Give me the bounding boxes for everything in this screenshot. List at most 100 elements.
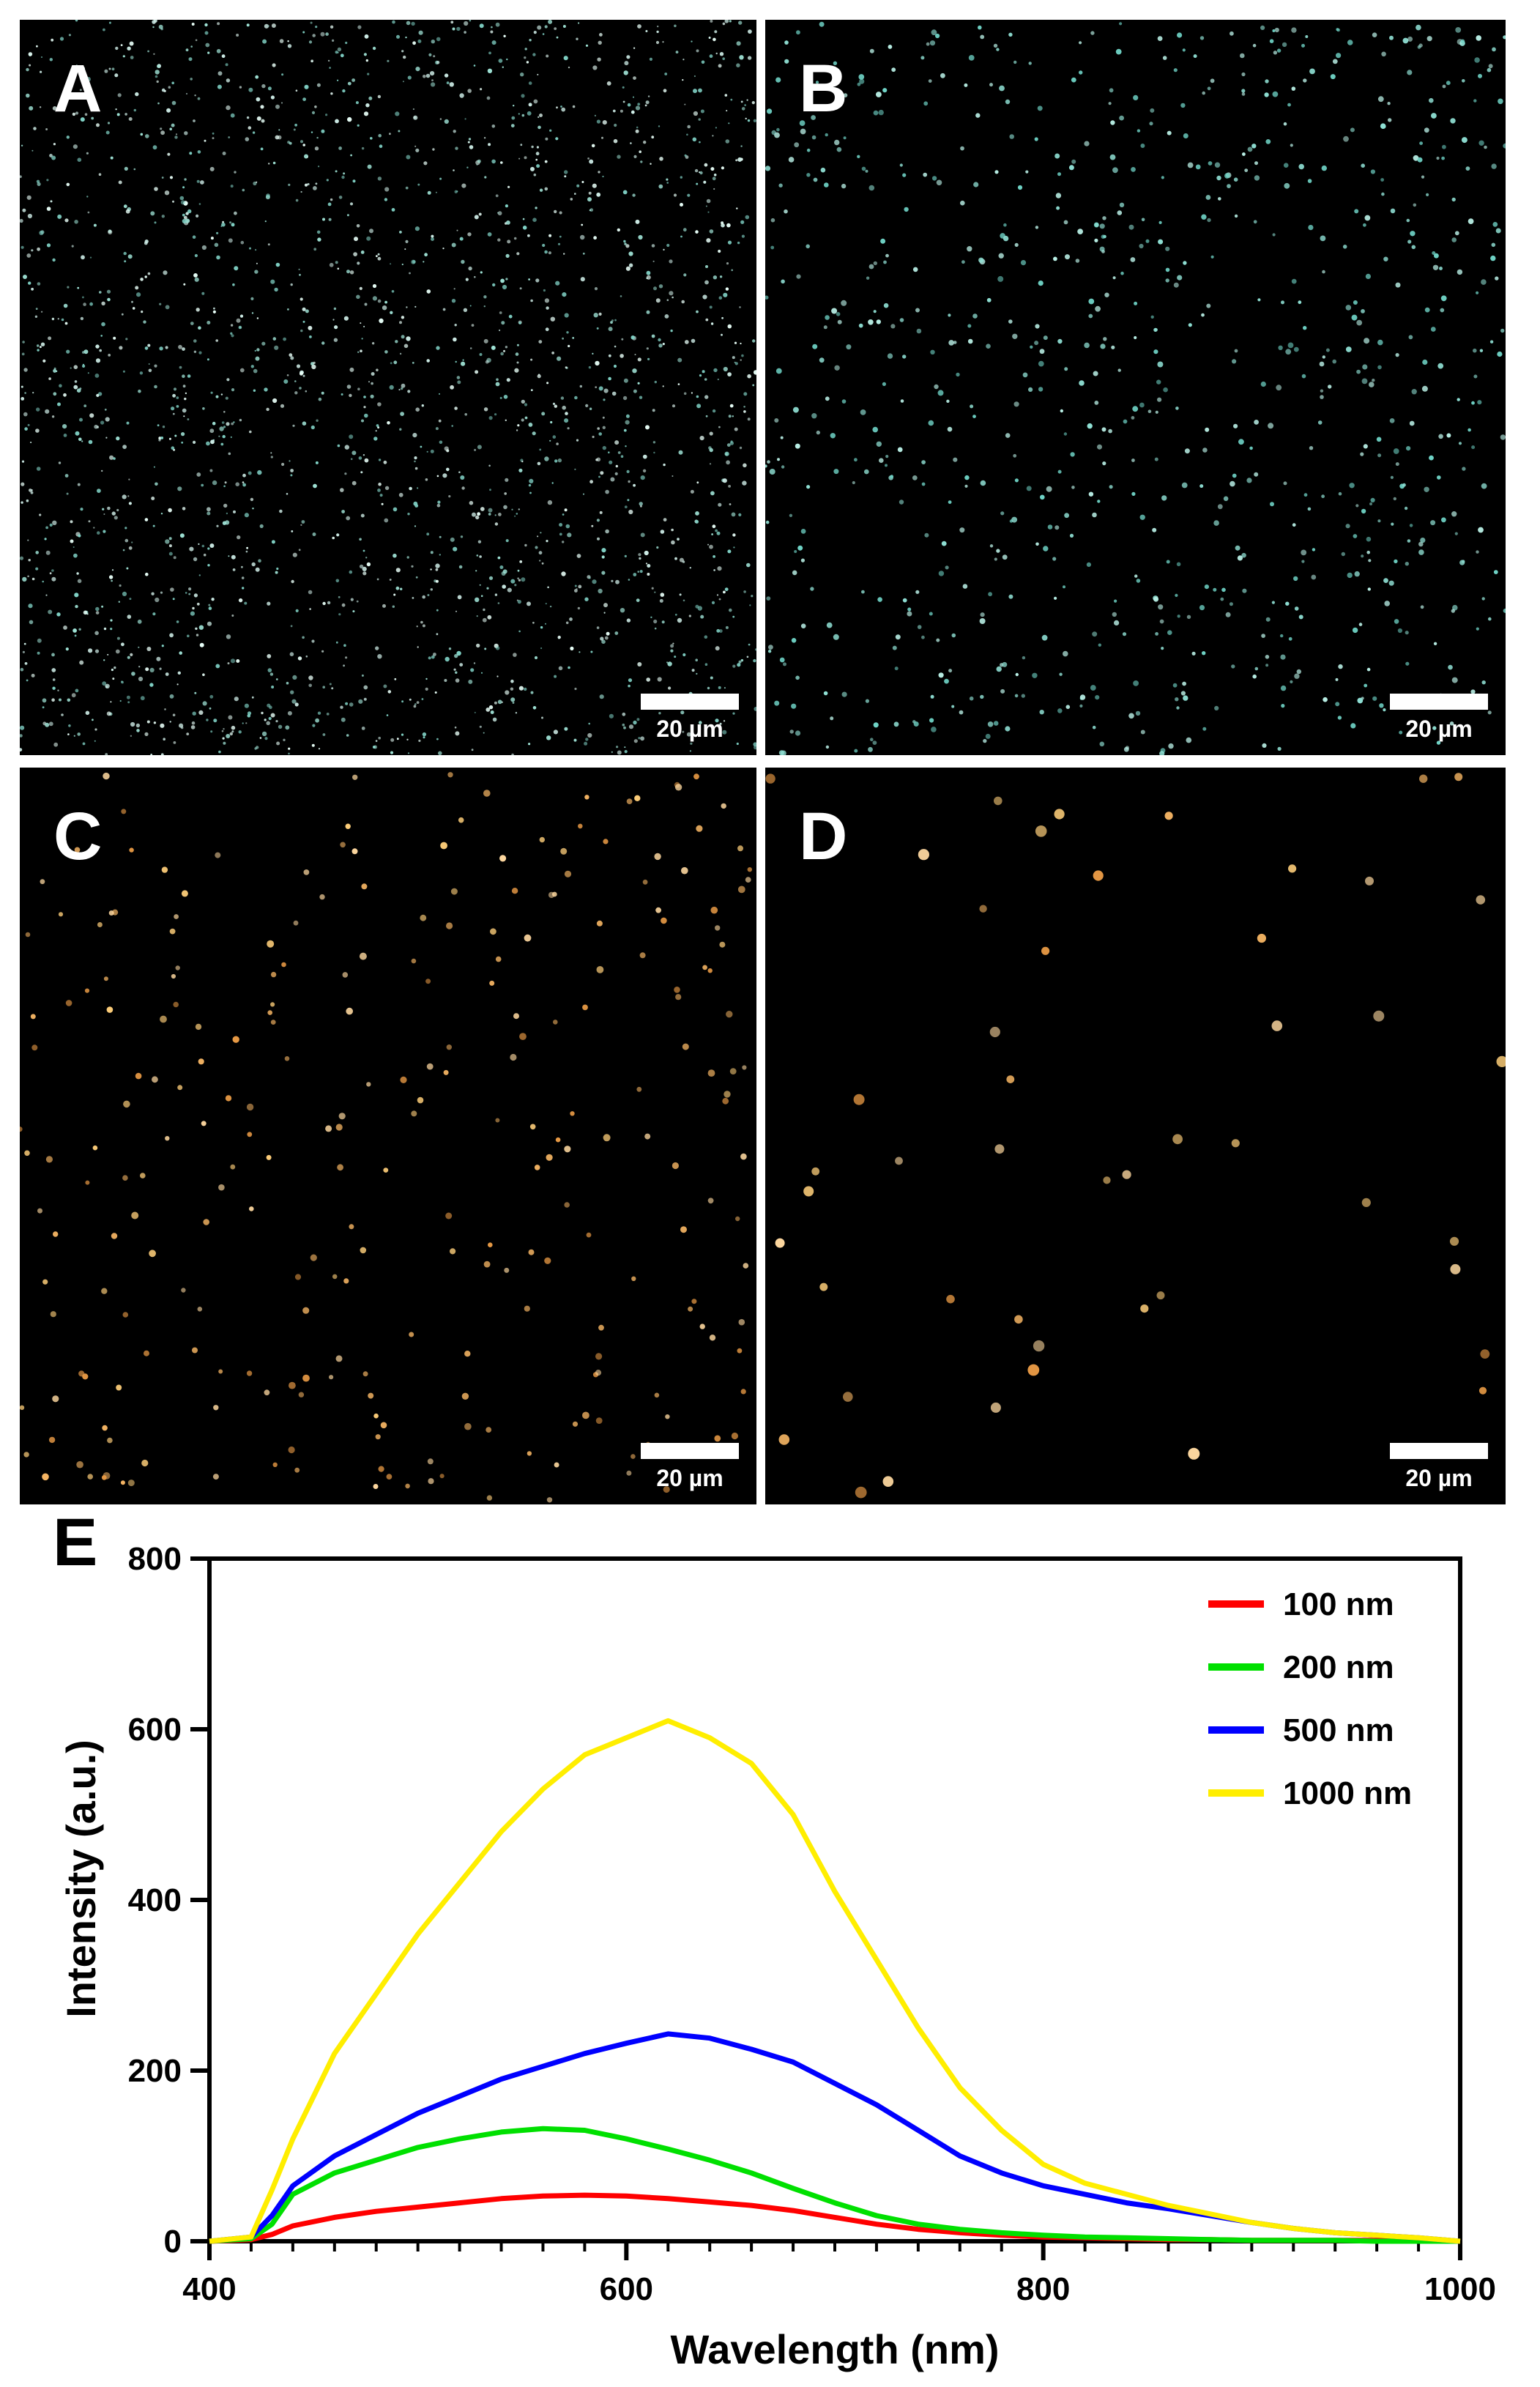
particle-dot <box>49 572 52 575</box>
particle-dot <box>116 113 120 116</box>
particle-dot <box>446 449 450 453</box>
particle-dot <box>414 703 417 705</box>
particle-dot <box>256 97 261 102</box>
particle-dot <box>544 1257 551 1264</box>
particle-dot <box>40 56 43 59</box>
particle-dot <box>453 288 455 290</box>
particle-dot <box>1237 555 1243 561</box>
particle-dot <box>1099 223 1105 229</box>
particle-dot <box>1213 520 1219 526</box>
particle-dot <box>640 160 643 163</box>
particle-dot <box>483 608 486 612</box>
particle-dot <box>271 540 275 544</box>
particle-dot <box>1410 231 1416 237</box>
particle-dot <box>665 1414 670 1419</box>
particle-dot <box>638 234 643 240</box>
particle-dot <box>87 211 90 214</box>
particle-dot <box>492 717 497 722</box>
particle-dot <box>236 34 239 37</box>
particle-dot <box>520 73 524 77</box>
particle-dot <box>899 500 904 505</box>
particle-dot <box>713 555 715 558</box>
particle-dot <box>448 495 451 498</box>
particle-dot <box>322 733 326 736</box>
particle-dot <box>122 370 125 373</box>
particle-dot <box>1350 127 1355 133</box>
particle-dot <box>415 148 420 152</box>
particle-dot <box>316 136 319 139</box>
particle-dot <box>1063 220 1068 225</box>
particle-dot <box>1112 276 1116 280</box>
particle-dot <box>645 425 650 430</box>
particle-dot <box>628 251 633 256</box>
particle-dot <box>682 79 684 81</box>
particle-dot <box>160 127 163 130</box>
particle-dot <box>652 441 656 444</box>
particle-dot <box>690 742 693 745</box>
particle-dot <box>215 339 219 342</box>
particle-dot <box>691 1299 697 1304</box>
particle-dot <box>104 69 108 73</box>
particle-dot <box>499 855 507 862</box>
particle-dot <box>1207 86 1211 91</box>
particle-dot <box>37 349 40 352</box>
particle-dot <box>528 423 533 427</box>
particle-dot <box>1241 552 1246 558</box>
particle-dot <box>171 123 175 127</box>
particle-dot <box>107 122 111 125</box>
particle-dot <box>1223 496 1229 502</box>
particle-dot <box>318 748 321 750</box>
particle-dot <box>541 412 546 416</box>
particle-dot <box>26 499 29 502</box>
particle-dot <box>1358 623 1363 626</box>
particle-dot <box>1280 685 1287 691</box>
legend-label: 500 nm <box>1283 1712 1394 1748</box>
particle-dot <box>1405 631 1409 635</box>
particle-dot <box>554 675 557 678</box>
particle-dot <box>313 186 317 190</box>
particle-dot <box>149 683 154 687</box>
particle-dot <box>653 451 655 454</box>
particle-dot <box>923 172 928 177</box>
particle-dot <box>1109 485 1113 489</box>
particle-dot <box>663 248 665 251</box>
particle-dot <box>467 89 472 93</box>
particle-dot <box>239 368 245 373</box>
particle-dot <box>29 620 34 625</box>
particle-dot <box>363 697 367 701</box>
particle-dot <box>146 720 150 724</box>
particle-dot <box>259 737 262 739</box>
particle-dot <box>393 593 396 596</box>
particle-dot <box>518 113 520 115</box>
particle-dot <box>582 1411 589 1419</box>
particle-dot <box>347 81 351 86</box>
particle-dot <box>969 696 974 701</box>
particle-dot <box>1476 550 1479 554</box>
particle-dot <box>512 702 515 704</box>
particle-dot <box>392 605 395 608</box>
particle-dot <box>979 618 986 624</box>
particle-dot <box>1249 446 1253 450</box>
particle-dot <box>691 392 693 394</box>
y-tick-label: 0 <box>164 2224 182 2260</box>
particle-dot <box>1136 579 1141 583</box>
particle-dot <box>579 385 582 388</box>
particle-dot <box>266 193 270 198</box>
particle-dot <box>46 243 51 248</box>
particle-dot <box>124 260 127 263</box>
particle-dot <box>27 575 29 578</box>
particle-dot <box>1473 348 1477 353</box>
particle-dot <box>562 513 565 516</box>
particle-dot <box>682 599 685 602</box>
particle-dot <box>698 88 702 93</box>
particle-dot <box>24 662 28 665</box>
particle-dot <box>486 1495 493 1501</box>
particle-dot <box>57 214 62 219</box>
particle-dot <box>951 705 955 708</box>
particle-dot <box>1335 702 1340 707</box>
particle-dot <box>651 334 655 338</box>
particle-dot <box>386 1474 393 1480</box>
particle-dot <box>345 41 348 45</box>
particle-dot <box>826 622 833 628</box>
particle-dot <box>364 458 369 463</box>
